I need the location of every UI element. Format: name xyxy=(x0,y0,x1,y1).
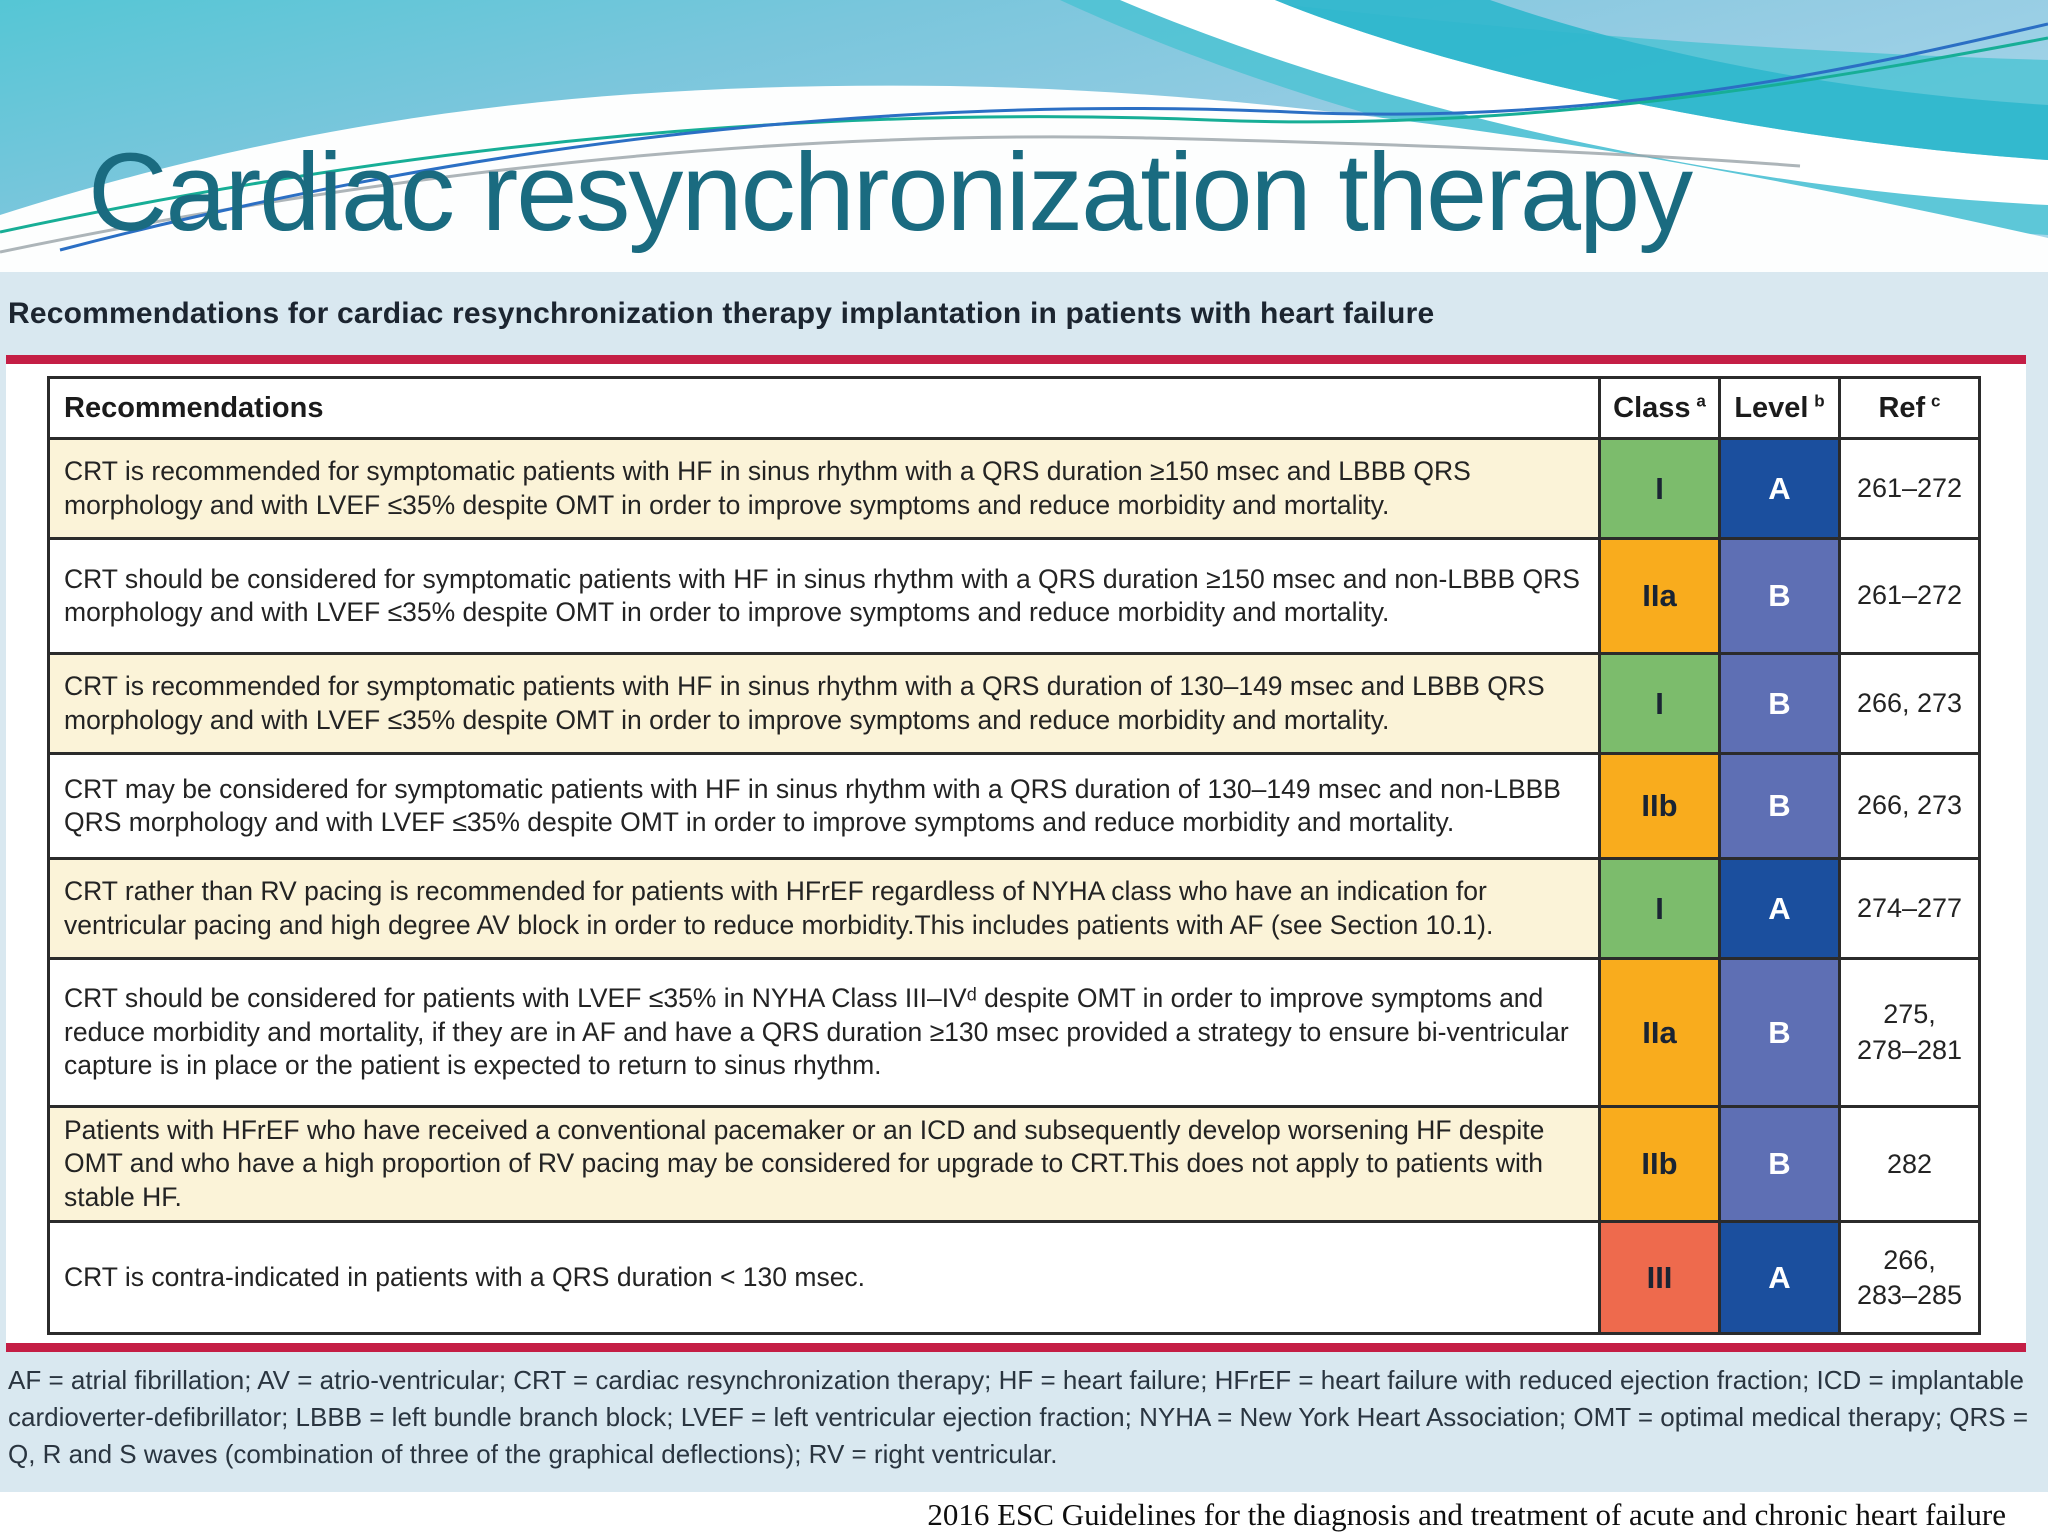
accent-line-top xyxy=(6,355,2026,364)
subtitle-text: Recommendations for cardiac resynchroniz… xyxy=(8,296,1435,330)
level-badge: A xyxy=(1718,437,1841,540)
col-header-level: Level b xyxy=(1718,376,1841,440)
recommendation-text: CRT may be considered for symptomatic pa… xyxy=(47,752,1601,860)
level-badge: B xyxy=(1718,1104,1841,1224)
class-badge: IIa xyxy=(1598,537,1721,655)
class-badge: I xyxy=(1598,437,1721,540)
table-row: CRT may be considered for symptomatic pa… xyxy=(47,752,1981,860)
class-badge: III xyxy=(1598,1220,1721,1336)
table-row: CRT is contra-indicated in patients with… xyxy=(47,1220,1981,1336)
header-wave-graphic xyxy=(0,0,2048,272)
table-header-row: Recommendations Class a Level b Ref c xyxy=(47,376,1981,440)
footer-strip: 2016 ESC Guidelines for the diagnosis an… xyxy=(0,1492,2048,1536)
level-badge: B xyxy=(1718,652,1841,755)
ref-value: 261–272 xyxy=(1838,437,1981,540)
ref-value: 275, 278–281 xyxy=(1838,957,1981,1108)
subtitle-band: Recommendations for cardiac resynchroniz… xyxy=(0,272,2048,355)
ref-value: 266, 283–285 xyxy=(1838,1220,1981,1336)
table-row: CRT should be considered for symptomatic… xyxy=(47,537,1981,655)
class-badge: IIb xyxy=(1598,1104,1721,1224)
level-badge: B xyxy=(1718,752,1841,860)
table-panel: Recommendations Class a Level b Ref c CR… xyxy=(6,355,2026,1352)
class-badge: I xyxy=(1598,652,1721,755)
ref-value: 282 xyxy=(1838,1104,1981,1224)
recommendation-text: CRT rather than RV pacing is recommended… xyxy=(47,857,1601,960)
lower-area: Recommendations Class a Level b Ref c CR… xyxy=(0,355,2048,1536)
recommendation-text: CRT is recommended for symptomatic patie… xyxy=(47,437,1601,540)
level-badge: B xyxy=(1718,537,1841,655)
level-badge: A xyxy=(1718,857,1841,960)
header-banner: Cardiac resynchronization therapy xyxy=(0,0,2048,272)
recommendation-text: CRT should be considered for symptomatic… xyxy=(47,537,1601,655)
col-header-class: Class a xyxy=(1598,376,1721,440)
class-badge: IIb xyxy=(1598,752,1721,860)
class-badge: I xyxy=(1598,857,1721,960)
table-row: CRT rather than RV pacing is recommended… xyxy=(47,857,1981,960)
recommendations-table: Recommendations Class a Level b Ref c CR… xyxy=(47,376,1981,1336)
ref-value: 266, 273 xyxy=(1838,752,1981,860)
ref-value: 274–277 xyxy=(1838,857,1981,960)
level-badge: B xyxy=(1718,957,1841,1108)
col-header-ref: Ref c xyxy=(1838,376,1981,440)
table-row: CRT should be considered for patients wi… xyxy=(47,957,1981,1108)
slide-title: Cardiac resynchronization therapy xyxy=(88,131,1693,254)
recommendation-text: CRT should be considered for patients wi… xyxy=(47,957,1601,1108)
recommendation-text: CRT is contra-indicated in patients with… xyxy=(47,1220,1601,1336)
abbreviations-band: AF = atrial fibrillation; AV = atrio-ven… xyxy=(0,1352,2048,1492)
recommendation-text: CRT is recommended for symptomatic patie… xyxy=(47,652,1601,755)
ref-value: 261–272 xyxy=(1838,537,1981,655)
class-badge: IIa xyxy=(1598,957,1721,1108)
table-row: CRT is recommended for symptomatic patie… xyxy=(47,437,1981,540)
abbreviations-note: AF = atrial fibrillation; AV = atrio-ven… xyxy=(8,1365,2029,1469)
level-badge: A xyxy=(1718,1220,1841,1336)
recommendation-text: Patients with HFrEF who have received a … xyxy=(47,1104,1601,1224)
table-row: Patients with HFrEF who have received a … xyxy=(47,1104,1981,1224)
ref-value: 266, 273 xyxy=(1838,652,1981,755)
col-header-recommendations: Recommendations xyxy=(47,376,1601,440)
table-row: CRT is recommended for symptomatic patie… xyxy=(47,652,1981,755)
footer-citation: 2016 ESC Guidelines for the diagnosis an… xyxy=(927,1497,2006,1532)
accent-line-bottom xyxy=(6,1343,2026,1352)
